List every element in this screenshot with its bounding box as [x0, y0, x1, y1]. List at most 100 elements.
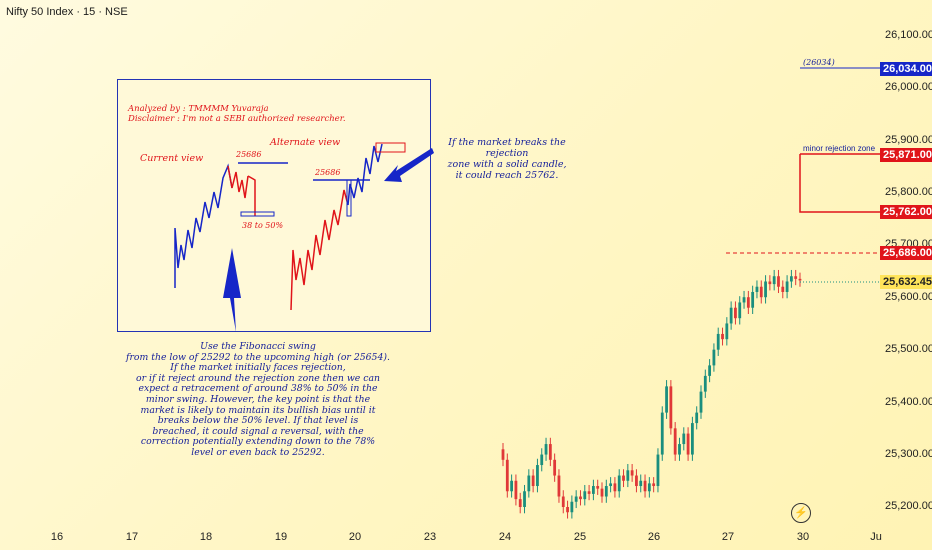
rejection-zone-label: minor rejection zone	[803, 144, 876, 153]
candle-body	[583, 491, 587, 500]
current-view-path	[174, 163, 233, 288]
y-tick: 25,900.00	[885, 134, 932, 146]
candle-body	[772, 276, 776, 285]
alternate-view-path	[290, 189, 349, 311]
candle-body	[656, 454, 660, 487]
candle-body	[510, 480, 514, 492]
x-tick: 18	[199, 531, 213, 543]
price-tag-26034: 26,034.00	[880, 62, 932, 76]
candle-body	[777, 276, 780, 287]
candle-body	[669, 386, 673, 429]
lightning-icon[interactable]: ⚡	[791, 503, 811, 523]
candle-body	[673, 428, 677, 455]
candle-body	[570, 501, 574, 513]
candle-body	[665, 386, 668, 413]
candle-body	[699, 391, 703, 413]
retrace-label: 38 to 50%	[242, 221, 284, 230]
current-level-label: 25686	[236, 150, 262, 159]
candle-body	[785, 281, 789, 292]
candle-body	[751, 291, 755, 308]
candle-body	[622, 475, 625, 481]
y-tick: 26,100.00	[885, 29, 932, 41]
candle-body	[587, 491, 591, 494]
candle-body	[544, 444, 548, 455]
candle-body	[505, 459, 509, 492]
candle-body	[553, 459, 557, 476]
y-tick: 25,300.00	[885, 448, 932, 460]
analyzed-by: Analyzed by : TMMMM Yuvaraja	[128, 104, 269, 114]
candle-body	[781, 286, 785, 292]
candle-body	[746, 297, 750, 308]
price-tag-25871: 25,871.00	[880, 148, 932, 162]
target-label: (26034)	[803, 58, 835, 67]
candle-body	[703, 375, 707, 392]
candle-body	[708, 365, 712, 376]
candle-body	[613, 483, 617, 492]
candle-body	[540, 454, 544, 466]
candle-body	[536, 465, 539, 487]
disclaimer: Disclaimer : I'm not a SEBI authorized r…	[128, 114, 346, 124]
x-tick: 19	[274, 531, 288, 543]
candle-body	[729, 307, 733, 324]
candle-body	[712, 349, 716, 366]
scenario-inset: Analyzed by : TMMMM Yuvaraja Disclaimer …	[117, 79, 431, 332]
candle-body	[759, 286, 763, 298]
candle-body	[574, 496, 578, 502]
x-tick: 20	[348, 531, 362, 543]
candle-body	[626, 470, 630, 481]
candle-body	[755, 286, 759, 292]
chart-title: Nifty 50 Index · 15 · NSE	[6, 6, 128, 18]
x-tick: 25	[573, 531, 587, 543]
candle-body	[678, 444, 681, 455]
x-tick: 23	[423, 531, 437, 543]
candle-body	[686, 433, 690, 455]
y-tick: 25,500.00	[885, 343, 932, 355]
candle-body	[635, 475, 638, 487]
candle-body	[639, 480, 643, 487]
candle-body	[764, 281, 767, 298]
candle-body	[609, 483, 613, 487]
candle-body	[721, 333, 724, 340]
retrace-zone	[240, 211, 275, 217]
candle-body	[734, 307, 737, 319]
current-view-red	[227, 165, 249, 199]
breakout-note: If the market breaks the rejection zone …	[447, 137, 567, 181]
x-tick: 16	[50, 531, 64, 543]
candle-body	[716, 333, 720, 350]
candle-body	[789, 276, 793, 282]
alternate-view-label: Alternate view	[270, 137, 341, 148]
alternate-level-label: 25686	[315, 168, 341, 177]
candle-body	[523, 491, 526, 507]
candle-body	[682, 433, 686, 445]
candle-body	[548, 444, 552, 460]
candle-body	[514, 480, 518, 500]
candle-body	[604, 486, 608, 497]
candle-body	[643, 480, 647, 492]
candle-body	[566, 507, 569, 513]
candle-body	[690, 423, 694, 455]
x-tick: 27	[721, 531, 735, 543]
x-tick: Ju	[870, 531, 882, 543]
rejection-zone-bracket	[799, 153, 880, 213]
y-tick: 26,000.00	[885, 81, 932, 93]
candle-body	[738, 302, 742, 319]
candle-body	[501, 449, 505, 460]
candle-body	[518, 499, 522, 507]
y-tick: 25,800.00	[885, 186, 932, 198]
candle-body	[660, 412, 664, 455]
candle-body	[617, 475, 621, 492]
candle-body	[725, 323, 729, 340]
price-tag-25686: 25,686.00	[880, 246, 932, 260]
candle-body	[561, 496, 565, 507]
candle-body	[794, 276, 798, 279]
price-tag-last: 25,632.45	[880, 275, 932, 289]
candle-body	[695, 412, 699, 424]
alternate-view-blue	[347, 143, 383, 206]
candle-body	[742, 297, 746, 303]
x-tick: 17	[125, 531, 139, 543]
scenario-drawing	[174, 142, 406, 331]
candle-body	[600, 488, 604, 497]
fibonacci-note: Use the Fibonacci swing from the low of …	[126, 341, 390, 458]
candle-body	[652, 483, 656, 487]
